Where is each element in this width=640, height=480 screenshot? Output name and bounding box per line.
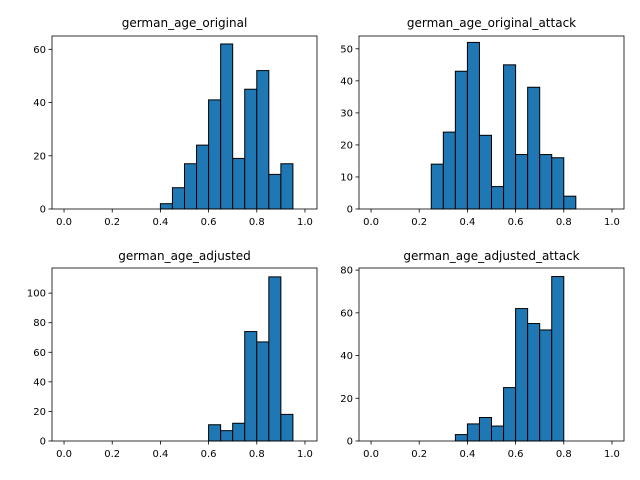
subplot-3-title: german_age_adjusted: [118, 249, 251, 263]
y-tick-label: 30: [340, 108, 353, 119]
y-tick-label: 40: [340, 351, 353, 362]
y-tick-label: 20: [340, 394, 353, 405]
x-tick-label: 0.2: [411, 449, 427, 460]
subplot-1-title: german_age_original: [122, 16, 248, 30]
histogram-bar: [527, 323, 541, 442]
axes-frame: [358, 267, 625, 442]
histogram-bar: [466, 41, 480, 210]
y-tick-label: 10: [340, 172, 353, 183]
histogram-bar: [256, 341, 270, 442]
axes-frame: [51, 35, 318, 210]
histogram-bar: [268, 173, 282, 210]
histogram-bar: [515, 154, 529, 210]
x-tick-label: 1.0: [297, 449, 313, 460]
histogram-bar: [196, 144, 210, 210]
x-tick-label: 0.8: [249, 449, 265, 460]
histogram-bar: [503, 387, 517, 442]
y-tick-label: 60: [340, 308, 353, 319]
y-tick-label: 20: [33, 151, 46, 162]
subplot-4: german_age_adjusted_attack 0.0 0.2 0.4 0.6 0…: [340, 249, 625, 460]
subplot-4-title: german_age_adjusted_attack: [403, 249, 579, 263]
y-tick-label: 60: [33, 45, 46, 56]
histogram-bar: [268, 276, 282, 442]
histogram-bar: [503, 64, 517, 210]
x-tick-label: 1.0: [604, 217, 620, 228]
y-tick-label: 40: [340, 76, 353, 87]
histogram-bar: [208, 99, 222, 210]
histogram-bar: [454, 434, 468, 442]
x-tick-label: 0.0: [56, 217, 72, 228]
histogram-bar: [539, 154, 553, 210]
x-tick-label: 1.0: [604, 449, 620, 460]
x-tick-label: 0.2: [411, 217, 427, 228]
y-tick-label: 20: [340, 140, 353, 151]
histogram-bar: [244, 331, 258, 442]
x-tick-label: 0.4: [152, 449, 168, 460]
histogram-bar: [430, 163, 444, 210]
histogram-bar: [280, 163, 294, 210]
x-tick-label: 0.0: [363, 217, 379, 228]
x-tick-label: 0.8: [249, 217, 265, 228]
x-tick-label: 0.6: [201, 449, 217, 460]
histogram-bar: [171, 187, 185, 210]
histogram-bar: [491, 186, 505, 210]
y-tick-label: 60: [33, 348, 46, 359]
x-tick-label: 0.0: [363, 449, 379, 460]
histogram-bar: [478, 417, 493, 442]
histogram-bar: [515, 308, 529, 442]
subplot-2: german_age_original_attack 0.0 0.2 0.4 0.6 0…: [340, 16, 625, 228]
histogram-bar: [527, 86, 541, 210]
subplot-3: german_age_adjusted 0.0 0.2 0.4 0.6 0.8 1.0 0 2…: [27, 249, 318, 460]
axes-frame: [51, 267, 318, 442]
histogram-bar: [256, 70, 270, 210]
x-tick-label: 0.0: [56, 449, 72, 460]
histogram-bar: [159, 203, 173, 210]
subplot-2-title: german_age_original_attack: [407, 16, 576, 30]
histogram-bar: [551, 157, 565, 210]
y-tick-label: 0: [40, 437, 46, 448]
histogram-bar: [466, 423, 480, 442]
histogram-bar: [232, 157, 246, 210]
x-tick-label: 0.2: [104, 449, 120, 460]
y-tick-label: 0: [40, 205, 46, 216]
y-tick-label: 80: [33, 318, 46, 329]
x-tick-label: 0.6: [201, 217, 217, 228]
x-tick-label: 0.4: [459, 449, 475, 460]
x-tick-label: 0.6: [508, 217, 524, 228]
axes-frame: [358, 35, 625, 210]
y-tick-label: 80: [340, 266, 353, 277]
histogram-bar: [563, 195, 577, 210]
histogram-bar: [551, 276, 565, 442]
y-tick-label: 100: [27, 289, 46, 300]
y-tick-label: 0: [347, 437, 353, 448]
histogram-bar: [232, 422, 246, 442]
histogram-bar: [220, 43, 234, 210]
histogram-bar: [442, 131, 456, 210]
histogram-bar: [208, 424, 222, 442]
x-tick-label: 0.8: [556, 217, 572, 228]
y-tick-label: 0: [347, 205, 353, 216]
y-tick-label: 50: [340, 44, 353, 55]
histogram-bar: [539, 329, 553, 442]
x-tick-label: 0.2: [104, 217, 120, 228]
y-tick-label: 40: [33, 377, 46, 388]
histogram-bar: [478, 134, 493, 210]
y-tick-label: 40: [33, 98, 46, 109]
x-tick-label: 1.0: [297, 217, 313, 228]
histogram-bar: [454, 70, 468, 210]
subplot-1: german_age_original 0.0 0.2 0.4 0.6 0.8 1.0 0 2…: [33, 16, 318, 228]
histogram-bar: [491, 425, 505, 442]
y-tick-label: 20: [33, 407, 46, 418]
x-tick-label: 0.4: [459, 217, 475, 228]
histogram-bar: [220, 430, 234, 442]
histogram-bar: [184, 163, 198, 210]
x-tick-label: 0.8: [556, 449, 572, 460]
x-tick-label: 0.4: [152, 217, 168, 228]
x-tick-label: 0.6: [508, 449, 524, 460]
histogram-bar: [244, 88, 258, 210]
histogram-bar: [280, 413, 294, 442]
